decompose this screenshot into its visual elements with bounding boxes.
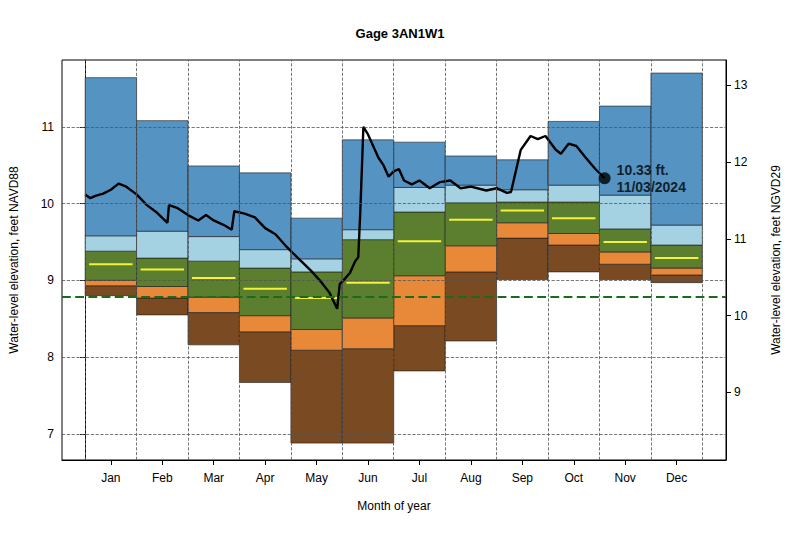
svg-text:11: 11 [42, 120, 55, 134]
svg-text:Jun: Jun [358, 471, 377, 485]
svg-text:Jan: Jan [101, 471, 120, 485]
svg-text:11: 11 [734, 232, 747, 246]
svg-text:Apr: Apr [256, 471, 275, 485]
svg-text:Feb: Feb [152, 471, 173, 485]
svg-text:10.33 ft.: 10.33 ft. [617, 162, 669, 178]
svg-text:Sep: Sep [512, 471, 534, 485]
svg-text:10: 10 [41, 197, 55, 211]
svg-text:11/03/2024: 11/03/2024 [617, 179, 687, 195]
svg-text:12: 12 [734, 155, 748, 169]
svg-text:7: 7 [47, 427, 54, 441]
svg-text:9: 9 [47, 273, 54, 287]
svg-text:Month of year: Month of year [357, 499, 430, 513]
svg-text:Water-level elevation, feet NA: Water-level elevation, feet NAVD88 [7, 166, 21, 354]
svg-text:Water-level elevation, feet NG: Water-level elevation, feet NGVD29 [769, 165, 783, 355]
svg-text:9: 9 [734, 385, 741, 399]
svg-text:8: 8 [47, 350, 54, 364]
svg-text:Mar: Mar [203, 471, 224, 485]
svg-text:Nov: Nov [615, 471, 636, 485]
svg-text:Gage 3AN1W1: Gage 3AN1W1 [356, 26, 445, 41]
svg-text:Oct: Oct [564, 471, 583, 485]
svg-text:Aug: Aug [460, 471, 481, 485]
svg-text:Dec: Dec [666, 471, 687, 485]
svg-text:May: May [305, 471, 328, 485]
svg-text:Jul: Jul [412, 471, 427, 485]
svg-text:13: 13 [734, 78, 748, 92]
svg-text:10: 10 [734, 309, 748, 323]
